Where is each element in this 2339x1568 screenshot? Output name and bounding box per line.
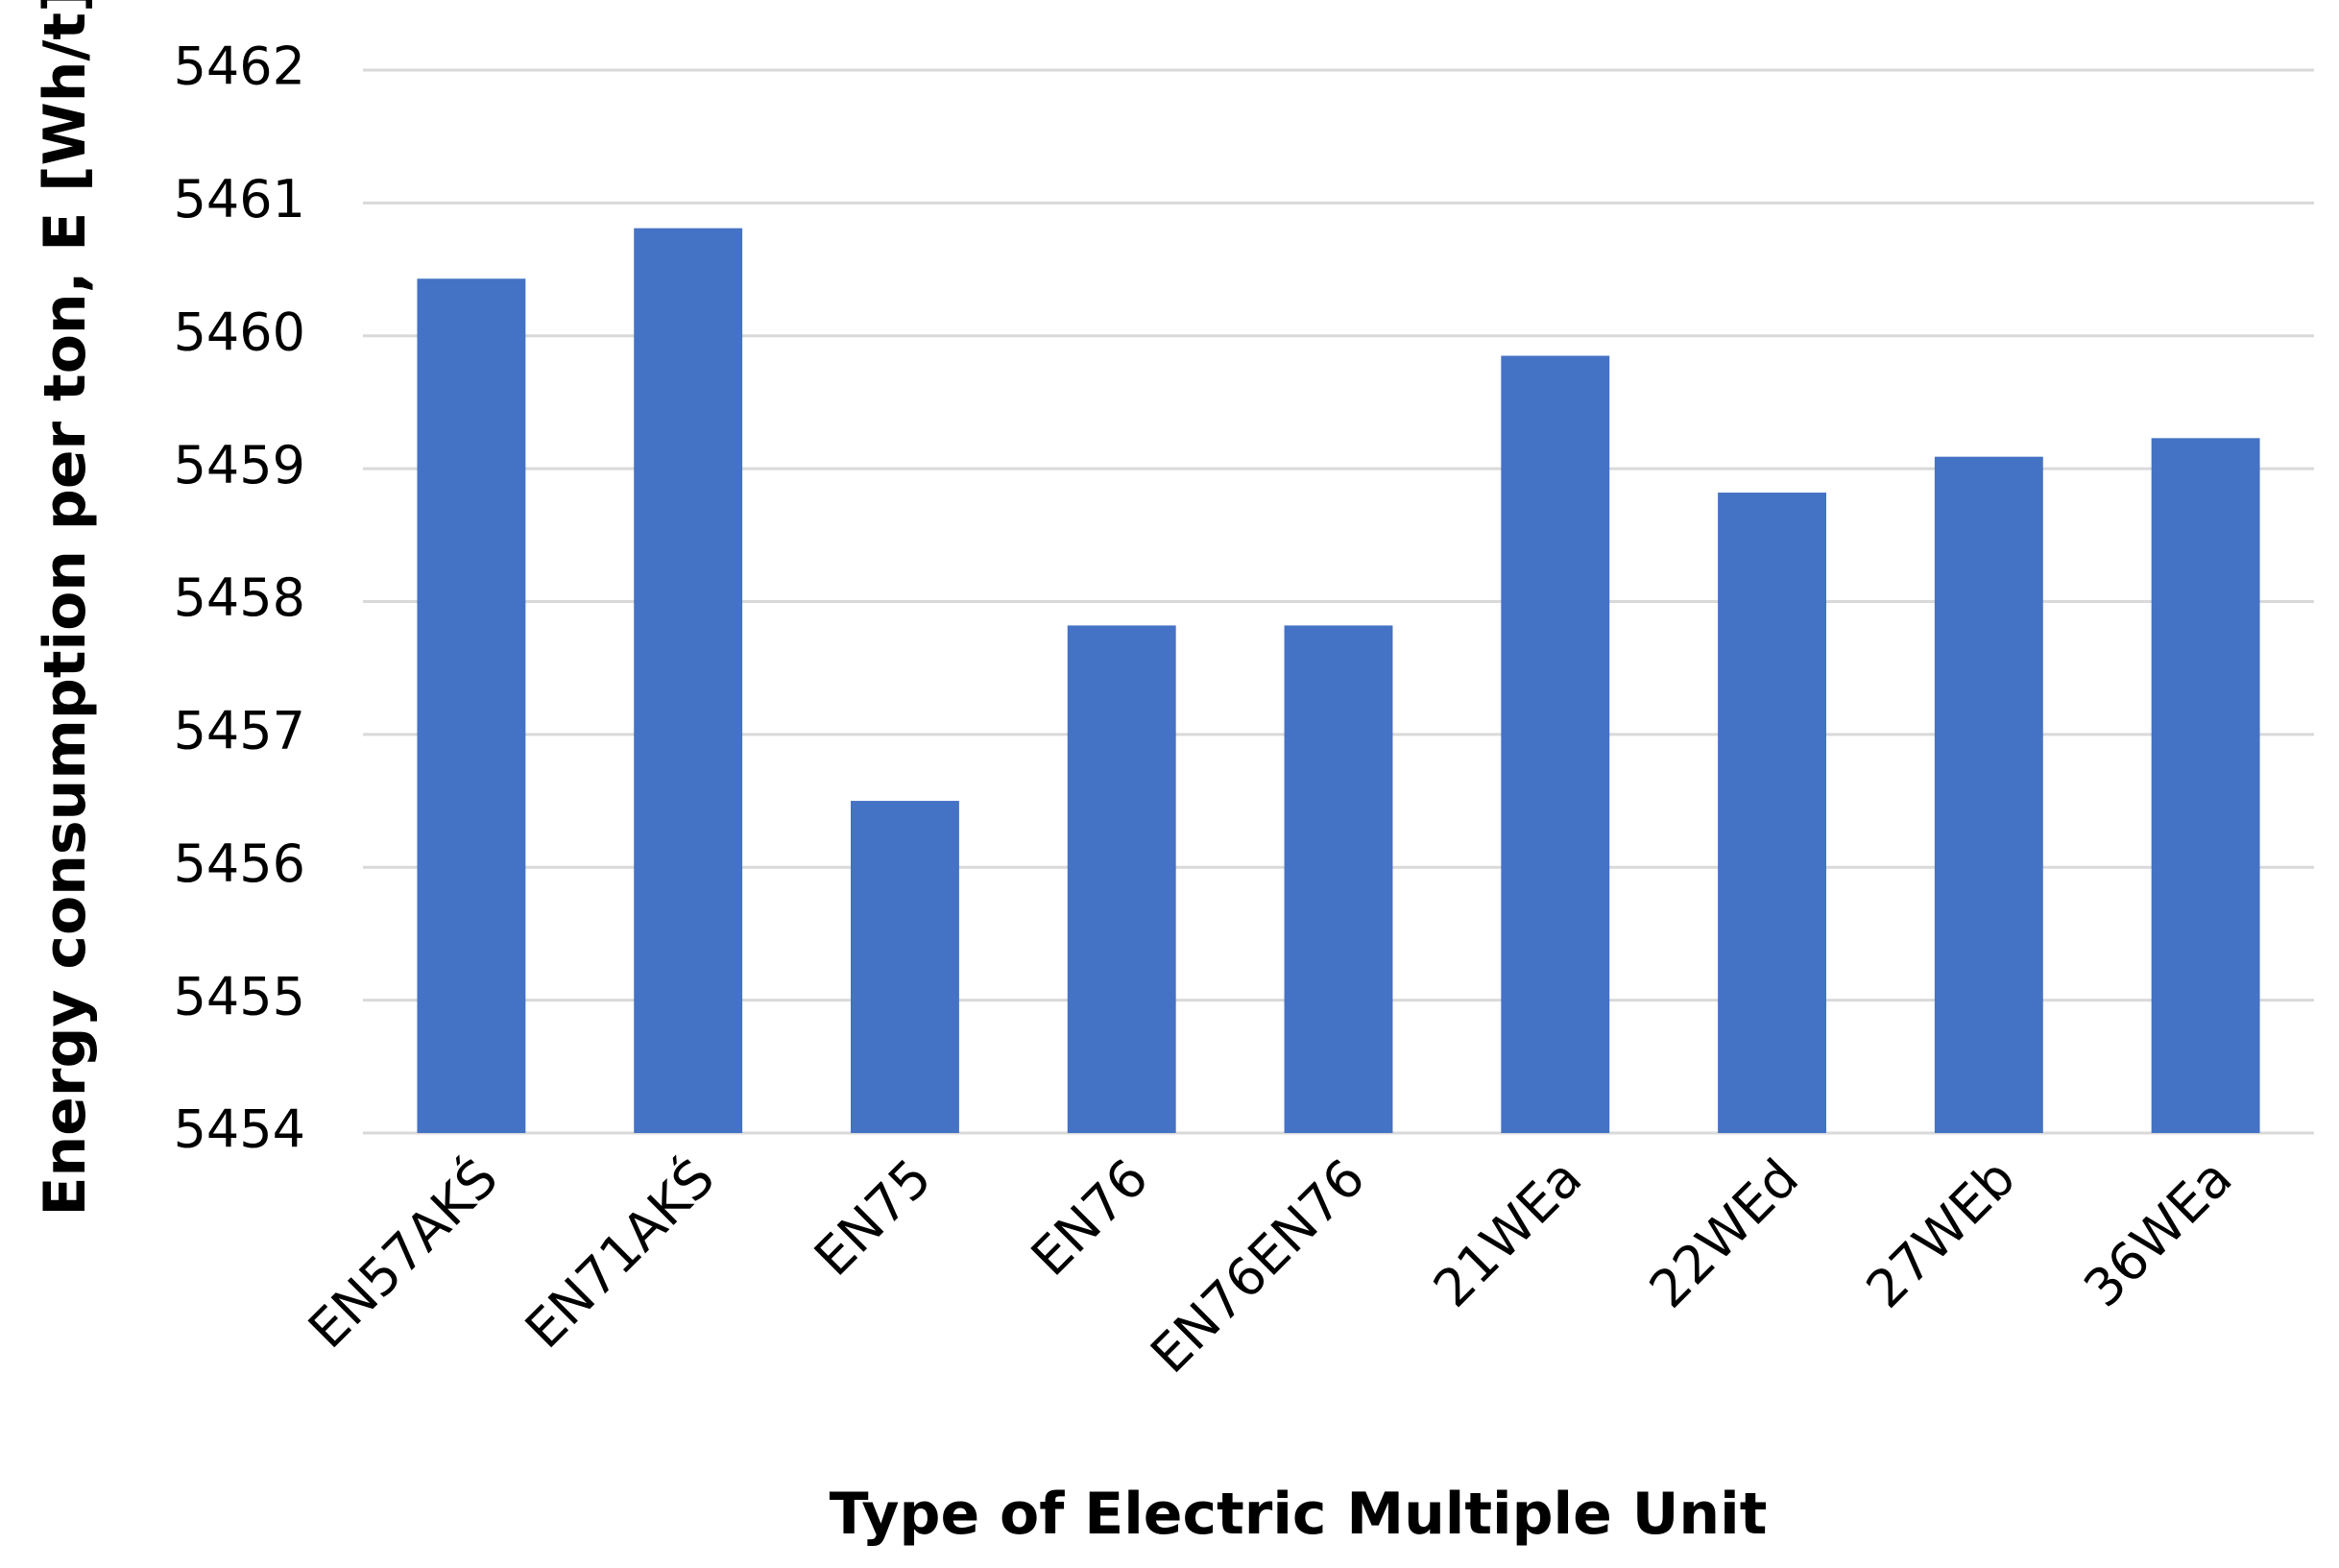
y-tick-label: 5462 — [174, 36, 305, 97]
bar — [2151, 438, 2260, 1134]
bar — [1934, 456, 2043, 1133]
bar — [1718, 493, 1826, 1133]
x-tick-label: EN76EN76 — [1139, 1147, 1376, 1385]
bar — [1067, 625, 1176, 1133]
x-tick-label: EN71AKŚ — [514, 1147, 726, 1360]
y-tick-label: 5460 — [174, 302, 305, 362]
bar — [417, 278, 526, 1133]
y-tick-label: 5459 — [174, 435, 305, 495]
x-tick-label: 27WEb — [1855, 1147, 2027, 1319]
bar — [1501, 355, 1610, 1134]
y-tick-label: 5461 — [174, 169, 305, 229]
x-tick-label: EN76 — [1020, 1147, 1160, 1288]
x-axis-title: Type of Electric Multiple Unit — [830, 1481, 1768, 1548]
y-tick-label: 5455 — [174, 966, 305, 1026]
bar — [634, 228, 743, 1133]
x-tick-label: EN57AKŚ — [297, 1147, 509, 1360]
y-tick-label: 5457 — [174, 701, 305, 761]
y-tick-label: 5454 — [174, 1099, 305, 1160]
y-tick-label: 5456 — [174, 833, 305, 894]
y-axis-title: Energy consumption per ton, E [Wh/t] — [32, 0, 99, 1217]
bar — [1284, 625, 1393, 1133]
bar — [851, 801, 959, 1133]
y-tick-label: 5458 — [174, 567, 305, 628]
x-tick-label: 22WEd — [1638, 1147, 1810, 1319]
x-tick-label: 36WEa — [2072, 1147, 2243, 1318]
x-tick-label: 21WEa — [1422, 1147, 1593, 1318]
x-tick-label: EN75 — [803, 1147, 943, 1288]
